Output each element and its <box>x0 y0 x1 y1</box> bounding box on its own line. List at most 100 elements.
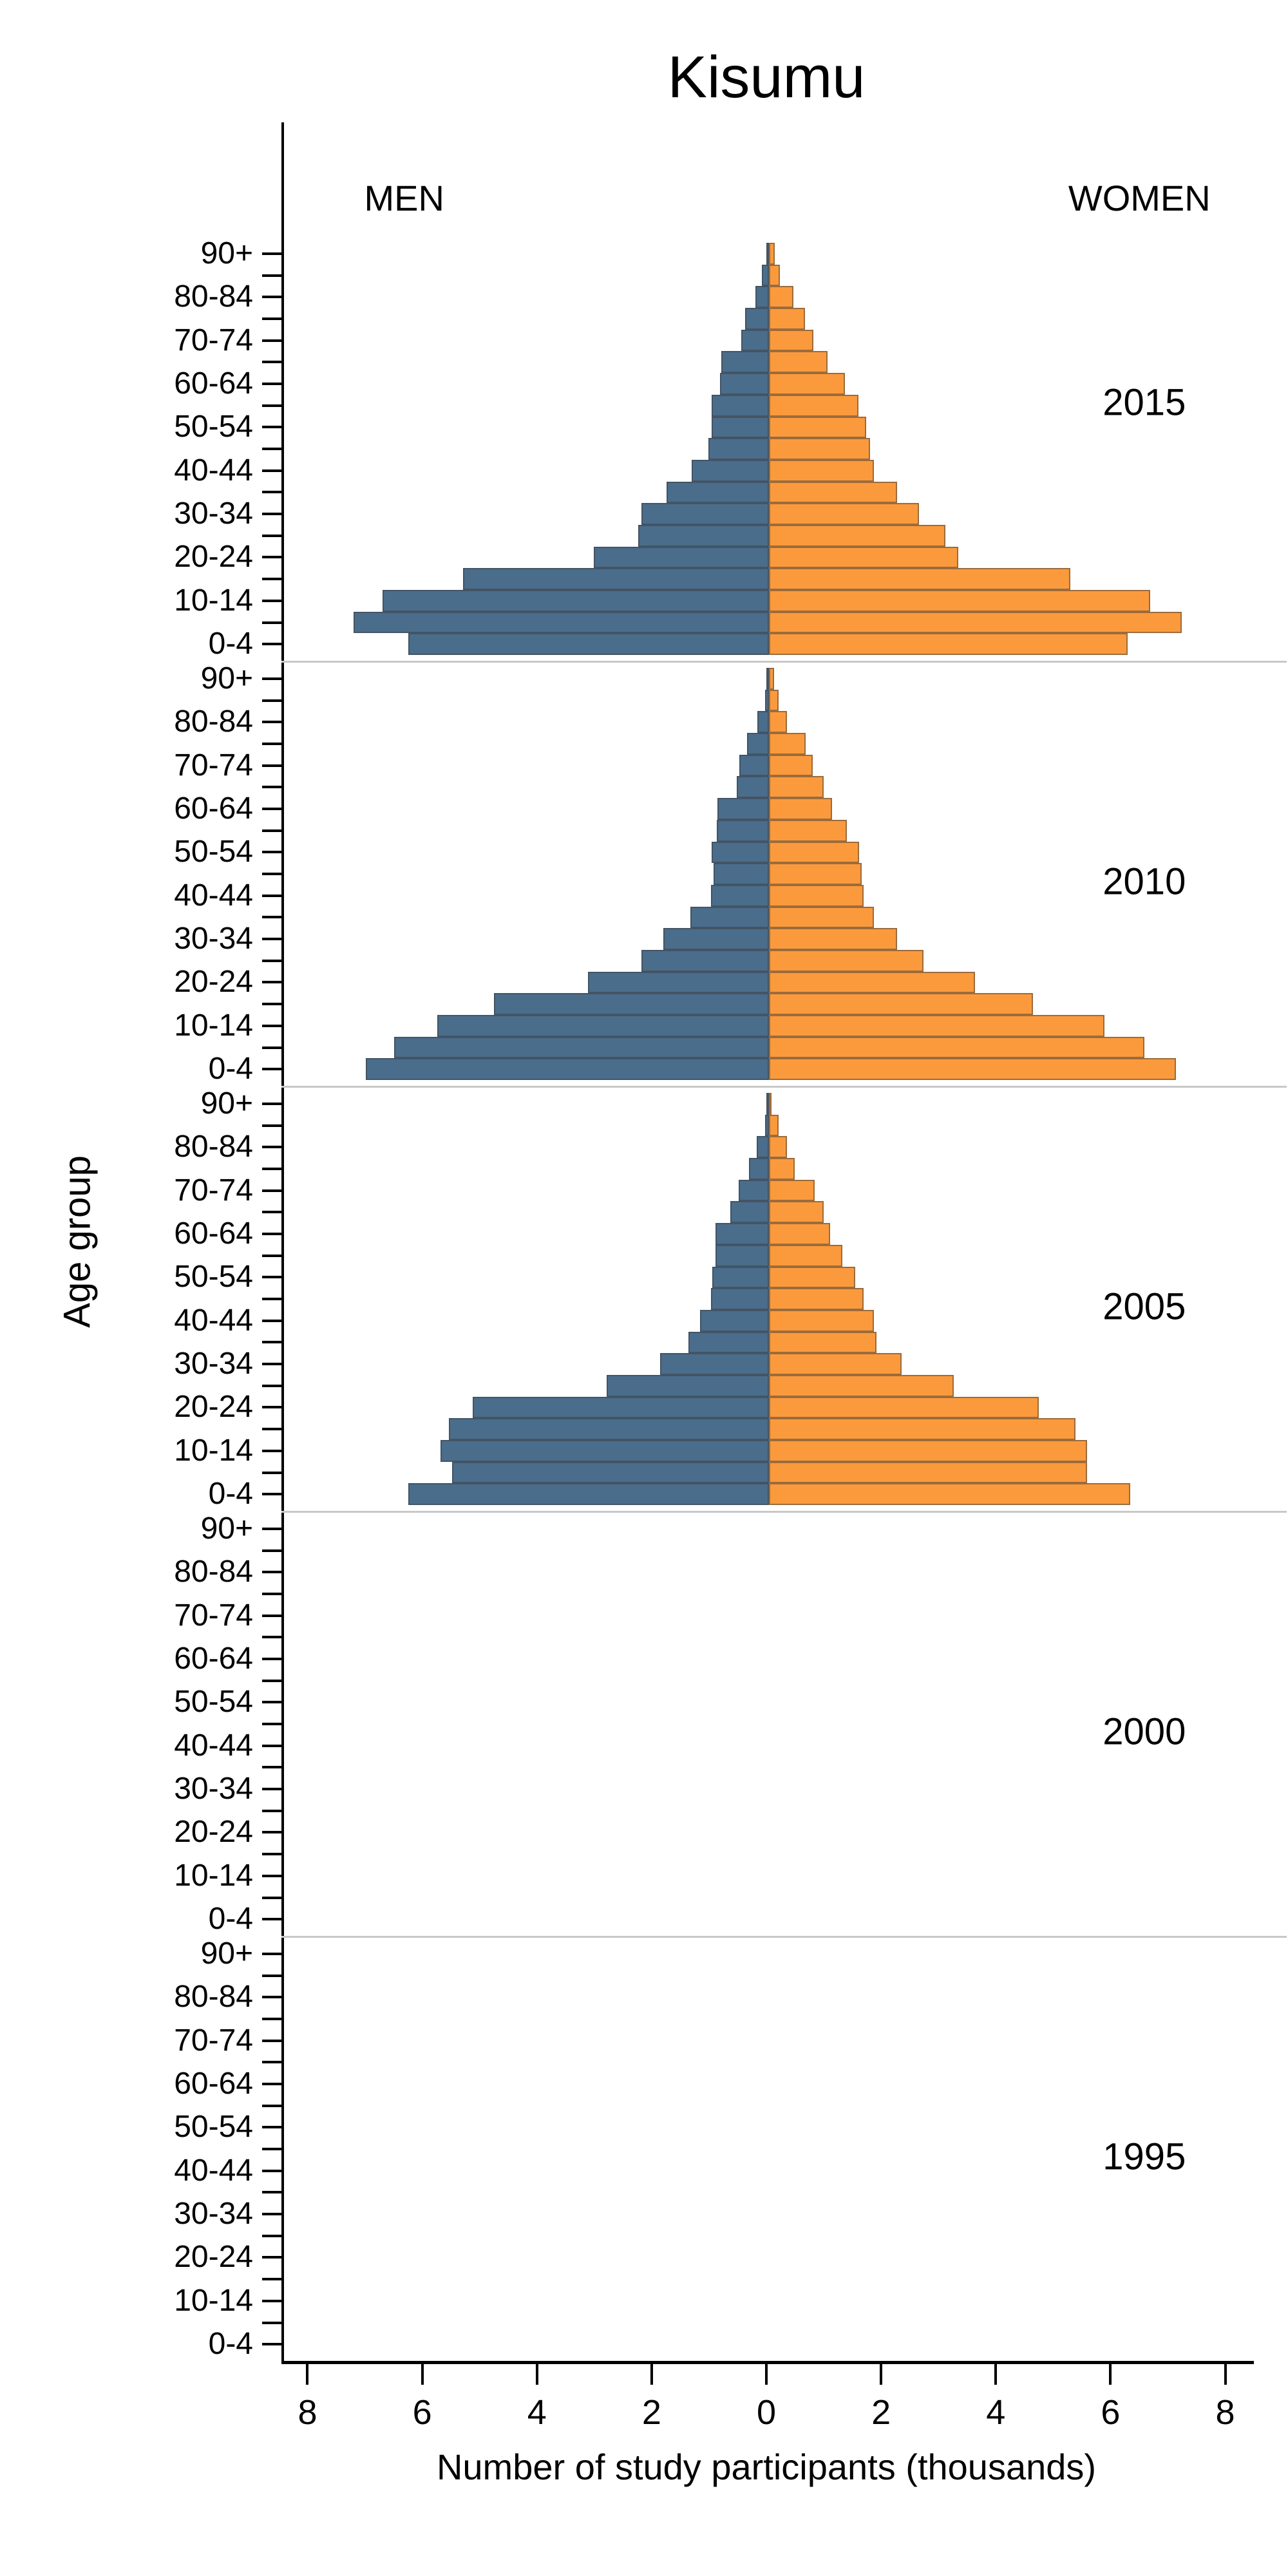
age-tick-label: 70-74 <box>174 2023 253 2058</box>
age-tick-label: 90+ <box>200 1086 253 1121</box>
bar-men-2015-90+ <box>766 243 769 265</box>
age-row-35-39 <box>262 2182 1254 2204</box>
age-row-10-14: 10-14 <box>174 585 1254 616</box>
age-row-80-84: 80-84 <box>174 1557 1254 1587</box>
y-tick <box>262 894 281 897</box>
y-tick <box>262 1146 281 1149</box>
x-tick <box>765 2364 768 2385</box>
x-tick <box>1224 2364 1227 2385</box>
age-row-15-19 <box>262 2268 1254 2290</box>
y-tick <box>262 491 281 494</box>
bar-men-2010-55-59 <box>716 819 769 842</box>
x-tick <box>421 2364 424 2385</box>
age-tick-label: 70-74 <box>174 1173 253 1208</box>
y-tick <box>262 1918 281 1921</box>
age-row-0-4: 0-4 <box>209 1479 1254 1510</box>
x-tick <box>1109 2364 1112 2385</box>
bar-women-2005-90+ <box>769 1093 772 1115</box>
bar-women-2015-90+ <box>769 243 775 265</box>
age-row-30-34: 30-34 <box>174 1774 1254 1804</box>
bar-men-2005-60-64 <box>715 1223 769 1245</box>
age-tick-label: 50-54 <box>174 2110 253 2145</box>
y-tick <box>262 404 281 407</box>
y-tick <box>262 578 281 581</box>
age-tick-label: 40-44 <box>174 878 253 913</box>
bar-men-2010-0-4 <box>365 1058 769 1081</box>
age-row-65-69 <box>262 2051 1254 2073</box>
x-tick-label: 6 <box>412 2393 432 2432</box>
bar-women-2015-25-29 <box>769 524 946 547</box>
age-row-90+: 90+ <box>201 238 1254 269</box>
age-row-90+: 90+ <box>201 663 1254 694</box>
bar-men-2010-70-74 <box>739 754 769 777</box>
age-tick-label: 70-74 <box>174 323 253 357</box>
bar-men-2015-30-34 <box>641 503 769 525</box>
age-row-25-29 <box>262 524 1254 547</box>
bar-women-2010-85-89 <box>769 689 779 712</box>
age-row-70-74: 70-74 <box>174 1600 1254 1631</box>
bar-men-2015-45-49 <box>708 438 769 460</box>
y-tick <box>262 1493 281 1496</box>
year-label-1995: 1995 <box>1103 2136 1186 2178</box>
bar-men-2015-15-19 <box>463 568 769 590</box>
year-label-2005: 2005 <box>1103 1285 1186 1328</box>
age-row-75-79 <box>262 1583 1254 1605</box>
panel-separator <box>281 1086 1287 1088</box>
y-tick <box>262 643 281 646</box>
age-tick-label: 10-14 <box>174 1008 253 1043</box>
age-row-60-64: 60-64 <box>174 368 1254 399</box>
age-row-15-19 <box>262 993 1254 1015</box>
age-row-5-9 <box>262 1461 1254 1484</box>
bar-women-2015-35-39 <box>769 481 897 504</box>
y-tick <box>262 1124 281 1127</box>
age-row-50-54: 50-54 <box>174 1262 1254 1293</box>
y-tick <box>262 1046 281 1049</box>
bar-women-2005-50-54 <box>769 1266 856 1289</box>
age-row-30-34: 30-34 <box>174 923 1254 954</box>
age-rows: 90+ 80-84 70-74 60-64 50-54 40-44 30-34 20-24 10… <box>174 1513 1254 1935</box>
panel-separator <box>281 1936 1287 1938</box>
bar-men-2005-85-89 <box>764 1114 769 1137</box>
y-tick <box>262 1527 281 1530</box>
age-tick-label: 80-84 <box>174 279 253 314</box>
age-row-10-14: 10-14 <box>174 1010 1254 1041</box>
y-tick <box>262 1896 281 1899</box>
age-row-35-39 <box>262 1757 1254 1779</box>
y-tick <box>262 2148 281 2151</box>
bar-men-2010-85-89 <box>764 689 769 712</box>
y-tick <box>262 382 281 385</box>
y-tick <box>262 1319 281 1322</box>
y-tick <box>262 296 281 299</box>
age-row-5-9 <box>262 2312 1254 2334</box>
bar-men-2015-85-89 <box>762 264 769 287</box>
age-tick-label: 30-34 <box>174 1347 253 1381</box>
y-tick <box>262 1571 281 1574</box>
bar-men-2015-80-84 <box>755 286 769 308</box>
age-tick-label: 80-84 <box>174 705 253 739</box>
bar-women-2015-5-9 <box>769 611 1182 634</box>
bar-men-2005-65-69 <box>730 1201 769 1224</box>
bar-women-2005-30-34 <box>769 1353 902 1375</box>
y-tick <box>262 916 281 919</box>
bar-men-2010-10-14 <box>437 1015 769 1037</box>
y-tick <box>262 1723 281 1726</box>
age-tick-label: 70-74 <box>174 1598 253 1633</box>
bar-women-2010-0-4 <box>769 1058 1177 1081</box>
bar-women-2005-70-74 <box>769 1179 815 1202</box>
y-tick <box>262 426 281 429</box>
bar-women-2015-70-74 <box>769 329 813 352</box>
pyramid-panel-1995: 1995 90+ 80-84 70-74 60-64 50-54 40-44 30-34 20-… <box>174 1936 1254 2361</box>
bar-women-2010-30-34 <box>769 928 897 950</box>
age-row-75-79 <box>262 1158 1254 1180</box>
bar-men-2015-55-59 <box>711 394 769 417</box>
bar-men-2005-80-84 <box>757 1136 769 1159</box>
age-row-5-9 <box>262 611 1254 634</box>
age-tick-label: 30-34 <box>174 497 253 531</box>
age-rows: 90+ 80-84 70-74 60-64 50-54 40-44 30-34 20-24 10… <box>174 1088 1254 1510</box>
bar-women-2015-55-59 <box>769 394 858 417</box>
y-tick <box>262 1766 281 1769</box>
age-row-10-14: 10-14 <box>174 2285 1254 2316</box>
age-row-80-84: 80-84 <box>174 706 1254 737</box>
age-row-25-29 <box>262 1374 1254 1397</box>
year-label-2010: 2010 <box>1103 860 1186 903</box>
